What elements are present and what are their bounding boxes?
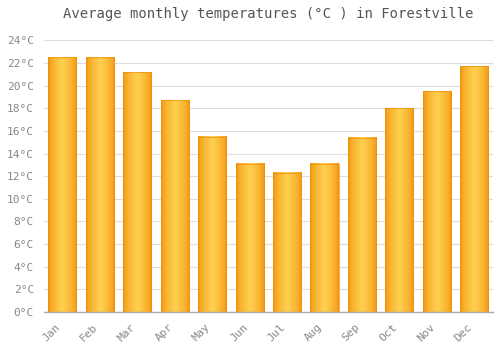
Bar <box>348 138 376 312</box>
Bar <box>423 91 451 312</box>
Bar <box>48 57 76 312</box>
Bar <box>160 100 189 312</box>
Bar <box>123 72 152 312</box>
Bar <box>460 66 488 312</box>
Title: Average monthly temperatures (°C ) in Forestville: Average monthly temperatures (°C ) in Fo… <box>63 7 474 21</box>
Bar <box>310 164 338 312</box>
Bar <box>86 57 114 312</box>
Bar <box>198 136 226 312</box>
Bar <box>386 108 413 312</box>
Bar <box>273 173 301 312</box>
Bar <box>236 164 264 312</box>
